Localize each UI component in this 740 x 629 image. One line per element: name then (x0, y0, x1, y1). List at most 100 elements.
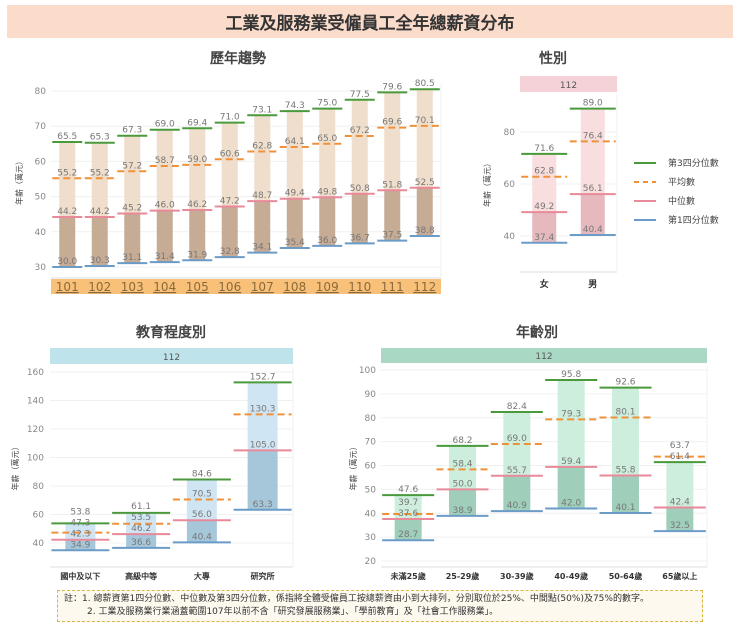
median-value-label: 56.1 (583, 184, 603, 194)
mean-value-label: 76.4 (583, 131, 603, 141)
box-upper (416, 89, 433, 188)
y-tick-label: 40 (365, 509, 377, 519)
y-tick-label: 140 (27, 397, 44, 407)
median-value-label: 37.6 (398, 509, 418, 519)
box-upper (91, 142, 108, 218)
box-upper (449, 445, 476, 490)
q3-value-label: 95.8 (561, 370, 581, 380)
legend-label: 第1四分位數 (668, 214, 719, 226)
q1-value-label: 36.6 (131, 538, 151, 548)
q3-value-label: 75.0 (317, 99, 337, 109)
box-upper (580, 108, 605, 195)
median-value-label: 42.3 (70, 529, 90, 539)
legend-label: 第3四分位數 (668, 157, 719, 169)
box-upper (532, 153, 557, 213)
q1-value-label: 36.7 (350, 233, 370, 243)
y-tick-label: 40 (504, 232, 516, 242)
q3-value-label: 79.6 (382, 82, 402, 92)
category-label[interactable]: 101 (56, 280, 79, 294)
q3-value-label: 47.6 (398, 485, 418, 495)
q3-value-label: 84.6 (192, 469, 212, 479)
chart-title: 性別 (539, 50, 567, 67)
chart-title: 教育程度別 (136, 324, 206, 341)
box-lower (156, 210, 173, 263)
y-tick-label: 40 (35, 228, 47, 238)
q1-value-label: 31.9 (187, 250, 207, 260)
y-tick-label: 100 (359, 366, 376, 376)
box-lower (221, 206, 238, 258)
median-value-label: 46.0 (155, 201, 175, 211)
y-tick-label: 60 (365, 462, 377, 472)
mean-value-label: 47.3 (70, 518, 90, 528)
category-label[interactable]: 109 (316, 280, 339, 294)
q3-value-label: 71.0 (220, 113, 240, 123)
q1-value-label: 42.0 (561, 498, 581, 508)
category-label[interactable]: 111 (381, 280, 404, 294)
box-lower (286, 198, 303, 248)
box-upper (124, 135, 141, 214)
q1-value-label: 31.4 (155, 252, 175, 262)
mean-value-label: 130.3 (250, 404, 276, 414)
box-upper (254, 115, 271, 202)
median-value-label: 48.7 (252, 191, 272, 201)
q3-value-label: 74.3 (285, 101, 305, 111)
q1-value-label: 63.3 (253, 500, 273, 510)
y-tick-label: 90 (365, 390, 377, 400)
box-upper (189, 128, 206, 210)
q3-value-label: 152.7 (250, 372, 276, 382)
median-value-label: 105.0 (250, 440, 276, 450)
box-upper (221, 122, 238, 207)
y-tick-label: 120 (27, 425, 44, 435)
mean-value-label: 55.2 (57, 168, 77, 178)
page-title: 工業及服務業受僱員工全年總薪資分布 (225, 14, 515, 34)
footnote-box: 註：1. 總薪資第1四分位數、中位數及第3四分位數，係指將全體受僱員工按總薪資由… (57, 590, 703, 622)
mean-value-label: 59.0 (187, 155, 207, 165)
y-tick-label: 80 (365, 414, 377, 424)
q1-value-label: 40.4 (192, 532, 212, 542)
median-value-label: 46.2 (187, 200, 207, 210)
mean-value-label: 70.1 (415, 116, 435, 126)
mean-value-label: 65.0 (317, 134, 337, 144)
y-axis-label: 年薪（萬元） (482, 159, 492, 207)
q3-value-label: 89.0 (583, 99, 603, 109)
median-value-label: 49.8 (317, 187, 337, 197)
y-tick-label: 70 (35, 122, 47, 132)
header-band (381, 348, 707, 363)
header-label: 112 (163, 353, 180, 363)
category-label[interactable]: 106 (218, 280, 241, 294)
category-label[interactable]: 105 (186, 280, 209, 294)
page-title-banner: 工業及服務業受僱員工全年總薪資分布 (7, 5, 733, 38)
category-label[interactable]: 104 (153, 280, 176, 294)
median-value-label: 55.8 (615, 466, 635, 476)
category-label[interactable]: 102 (88, 280, 111, 294)
box-lower (186, 520, 217, 543)
box-lower (124, 213, 141, 264)
category-label[interactable]: 110 (348, 280, 371, 294)
category-label[interactable]: 103 (121, 280, 144, 294)
chart-title: 年齡別 (516, 324, 558, 341)
category-label[interactable]: 107 (251, 280, 274, 294)
mean-value-label: 55.2 (90, 168, 110, 178)
y-tick-label: 100 (27, 454, 44, 464)
mean-value-label: 80.1 (615, 408, 635, 418)
legend-label: 平均數 (668, 176, 695, 188)
box-lower (254, 201, 271, 253)
box-upper (65, 523, 96, 540)
category-label: 65歲以上 (662, 571, 697, 581)
y-tick-label: 30 (365, 533, 377, 543)
q3-value-label: 65.5 (57, 132, 77, 142)
category-label[interactable]: 112 (413, 280, 436, 294)
median-value-label: 51.8 (382, 180, 402, 190)
y-tick-label: 160 (27, 368, 44, 378)
q3-value-label: 73.1 (252, 105, 272, 115)
category-label[interactable]: 108 (283, 280, 306, 294)
category-label: 50-64歲 (609, 571, 643, 581)
q3-value-label: 82.4 (507, 402, 527, 412)
q1-value-label: 38.8 (415, 226, 435, 236)
box-lower (503, 475, 531, 512)
y-tick-label: 60 (504, 180, 516, 190)
q1-value-label: 32.5 (670, 521, 690, 531)
median-value-label: 42.4 (670, 498, 690, 508)
category-label: 國中及以下 (60, 571, 100, 581)
mean-value-label: 67.2 (350, 126, 370, 136)
